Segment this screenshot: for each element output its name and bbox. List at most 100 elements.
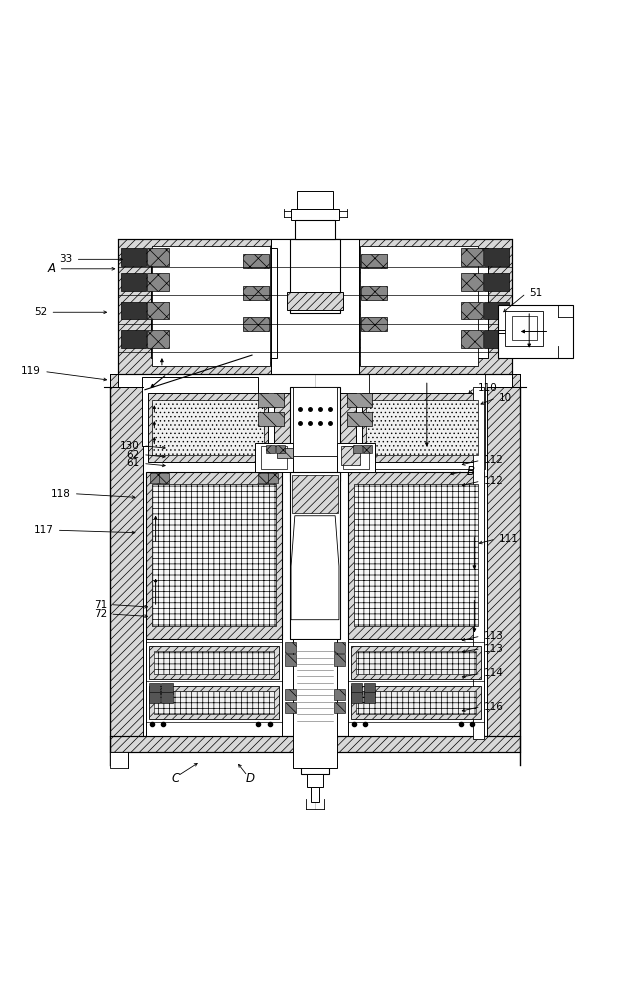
- Bar: [505, 311, 543, 346]
- Bar: [361, 317, 387, 331]
- Bar: [484, 248, 509, 266]
- Bar: [360, 246, 478, 366]
- Bar: [484, 330, 509, 348]
- Bar: [147, 302, 169, 319]
- Polygon shape: [512, 374, 520, 387]
- Bar: [258, 412, 284, 426]
- Text: 61: 61: [127, 458, 140, 468]
- Bar: [277, 448, 293, 458]
- Text: 111: 111: [499, 534, 519, 544]
- Text: 112: 112: [484, 476, 504, 486]
- Bar: [301, 752, 329, 774]
- Bar: [356, 651, 476, 674]
- Bar: [121, 302, 146, 319]
- Bar: [369, 374, 485, 468]
- Bar: [243, 286, 269, 300]
- Bar: [159, 473, 169, 483]
- Text: C: C: [171, 772, 180, 785]
- Bar: [356, 691, 476, 714]
- Bar: [362, 393, 482, 462]
- Text: 62: 62: [127, 450, 140, 460]
- Bar: [364, 683, 375, 694]
- Text: 113: 113: [484, 644, 504, 654]
- Polygon shape: [487, 387, 520, 752]
- Text: 33: 33: [59, 254, 72, 264]
- Text: 116: 116: [484, 702, 504, 712]
- Bar: [147, 273, 169, 291]
- Bar: [258, 393, 284, 407]
- Text: 130: 130: [120, 441, 140, 451]
- Bar: [290, 239, 340, 313]
- Bar: [287, 292, 343, 310]
- Bar: [121, 248, 146, 266]
- Bar: [285, 689, 296, 700]
- Bar: [334, 689, 345, 700]
- Text: 71: 71: [94, 600, 107, 610]
- Bar: [274, 393, 356, 453]
- Bar: [364, 692, 375, 703]
- Bar: [348, 472, 484, 639]
- Bar: [293, 387, 337, 456]
- Text: B: B: [466, 465, 474, 478]
- Bar: [348, 639, 484, 736]
- Bar: [121, 330, 146, 348]
- Bar: [149, 683, 160, 694]
- Bar: [161, 683, 173, 694]
- Bar: [255, 443, 293, 472]
- Bar: [473, 387, 484, 739]
- Text: 52: 52: [34, 307, 47, 317]
- Text: 110: 110: [478, 383, 497, 393]
- Bar: [110, 752, 128, 768]
- Bar: [149, 646, 279, 679]
- Polygon shape: [291, 516, 339, 620]
- Bar: [362, 248, 488, 358]
- Bar: [343, 446, 369, 468]
- Bar: [268, 473, 278, 483]
- Bar: [361, 254, 387, 268]
- Bar: [161, 692, 173, 703]
- Bar: [271, 239, 359, 374]
- Bar: [498, 305, 573, 358]
- Bar: [149, 692, 160, 703]
- Bar: [290, 472, 340, 639]
- Text: 114: 114: [484, 668, 504, 678]
- Bar: [148, 393, 268, 462]
- Bar: [110, 736, 520, 752]
- Bar: [291, 209, 339, 220]
- Polygon shape: [118, 239, 512, 374]
- Bar: [307, 774, 323, 787]
- Text: 119: 119: [21, 366, 41, 376]
- Bar: [351, 692, 362, 703]
- Bar: [461, 273, 483, 291]
- Bar: [149, 686, 279, 719]
- Bar: [461, 330, 483, 348]
- Bar: [363, 445, 372, 453]
- Bar: [154, 691, 274, 714]
- Text: 118: 118: [50, 489, 71, 499]
- Bar: [146, 639, 282, 736]
- Bar: [142, 377, 258, 446]
- Bar: [334, 702, 345, 713]
- Text: 51: 51: [529, 288, 542, 298]
- Bar: [243, 317, 269, 331]
- Bar: [297, 191, 333, 209]
- Bar: [366, 400, 478, 455]
- Bar: [285, 702, 296, 713]
- Bar: [121, 273, 146, 291]
- Bar: [150, 473, 160, 483]
- Bar: [152, 400, 264, 455]
- Bar: [146, 472, 282, 639]
- Bar: [266, 445, 275, 453]
- Bar: [147, 248, 169, 266]
- Bar: [484, 273, 509, 291]
- Bar: [346, 412, 372, 426]
- Text: 10: 10: [499, 393, 512, 403]
- Bar: [334, 642, 345, 653]
- Bar: [258, 473, 268, 483]
- Text: 113: 113: [484, 631, 504, 641]
- Text: 112: 112: [484, 455, 504, 465]
- Bar: [276, 445, 285, 453]
- Bar: [261, 446, 287, 468]
- Bar: [147, 330, 169, 348]
- Bar: [351, 686, 481, 719]
